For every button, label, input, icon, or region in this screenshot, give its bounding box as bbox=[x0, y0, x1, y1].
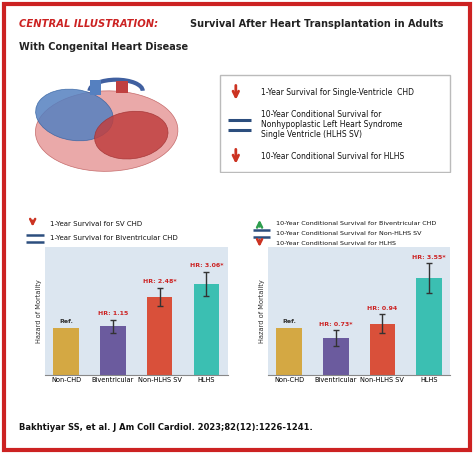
Text: Ref.: Ref. bbox=[282, 319, 296, 324]
Bar bbox=[276, 328, 302, 375]
Bar bbox=[147, 297, 173, 375]
Text: 1-Year Survival for SV CHD: 1-Year Survival for SV CHD bbox=[50, 221, 142, 227]
Text: With Congenital Heart Disease: With Congenital Heart Disease bbox=[18, 42, 188, 52]
Bar bbox=[116, 81, 128, 93]
Text: Conditional Survival at 10 Years: Conditional Survival at 10 Years bbox=[275, 203, 427, 212]
Y-axis label: Hazard of Mortality: Hazard of Mortality bbox=[259, 279, 265, 343]
Text: 10-Year Conditional Survival for
Nonhypoplastic Left Heart Syndrome
Single Ventr: 10-Year Conditional Survival for Nonhypo… bbox=[261, 110, 402, 139]
Text: Ref.: Ref. bbox=[59, 319, 73, 324]
Bar bbox=[370, 324, 395, 375]
Text: Biventricular vs Single-Ventricle Congenital Heart Disease (CHD): Biventricular vs Single-Ventricle Congen… bbox=[64, 55, 410, 64]
Text: HR: 1.15: HR: 1.15 bbox=[98, 311, 128, 316]
Ellipse shape bbox=[94, 111, 168, 159]
Text: 1-Year Survival for Biventricular CHD: 1-Year Survival for Biventricular CHD bbox=[50, 236, 177, 242]
Text: HR: 3.55*: HR: 3.55* bbox=[412, 255, 446, 260]
Text: Bakhtiyar SS, et al. J Am Coll Cardiol. 2023;82(12):1226-1241.: Bakhtiyar SS, et al. J Am Coll Cardiol. … bbox=[18, 424, 312, 432]
Text: Survival at 1 Year: Survival at 1 Year bbox=[81, 203, 165, 212]
Text: CENTRAL ILLUSTRATION:: CENTRAL ILLUSTRATION: bbox=[18, 19, 158, 29]
Text: Congenital Heart Disease vs Noncongenital Heart Disease: Congenital Heart Disease vs Noncongenita… bbox=[82, 183, 392, 192]
Ellipse shape bbox=[36, 91, 178, 171]
Bar bbox=[323, 338, 348, 375]
Bar bbox=[53, 328, 79, 375]
Text: 10-Year Conditional Survival for HLHS: 10-Year Conditional Survival for HLHS bbox=[261, 152, 404, 161]
Ellipse shape bbox=[36, 89, 113, 141]
Bar bbox=[193, 284, 219, 375]
Text: HR: 0.94: HR: 0.94 bbox=[367, 306, 398, 311]
Y-axis label: Hazard of Mortality: Hazard of Mortality bbox=[36, 279, 42, 343]
Text: 1-Year Survival for Single-Ventricle  CHD: 1-Year Survival for Single-Ventricle CHD bbox=[261, 88, 414, 97]
Bar bbox=[100, 326, 126, 375]
Text: 10-Year Conditional Survival for Non-HLHS SV: 10-Year Conditional Survival for Non-HLH… bbox=[276, 231, 422, 236]
Text: Survival After Heart Transplantation in Adults: Survival After Heart Transplantation in … bbox=[190, 19, 444, 29]
Text: HR: 2.48*: HR: 2.48* bbox=[143, 279, 176, 284]
Text: HR: 3.06*: HR: 3.06* bbox=[190, 263, 223, 268]
Bar bbox=[90, 80, 101, 95]
Bar bbox=[416, 278, 442, 375]
Text: 10-Year Conditional Survival for HLHS: 10-Year Conditional Survival for HLHS bbox=[276, 241, 396, 246]
Text: 10-Year Conditional Survival for Biventricular CHD: 10-Year Conditional Survival for Biventr… bbox=[276, 221, 437, 226]
Text: HR: 0.73*: HR: 0.73* bbox=[319, 322, 353, 327]
